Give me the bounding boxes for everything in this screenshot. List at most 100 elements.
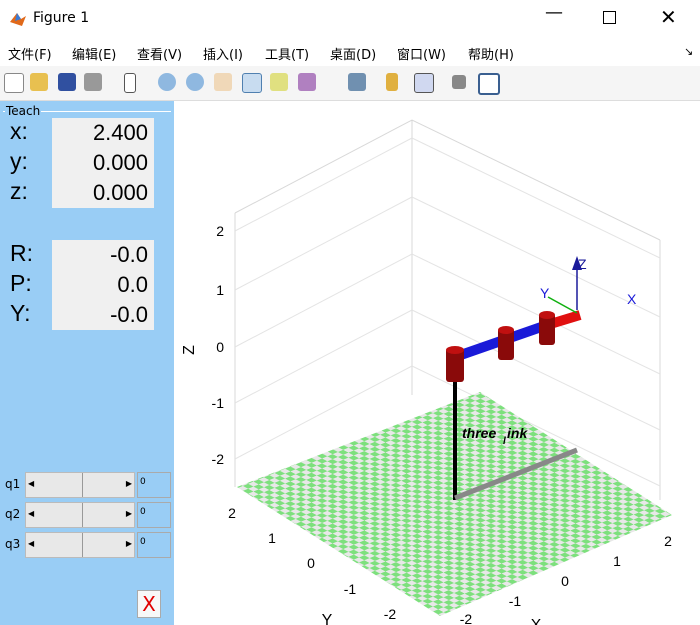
frame-y-label: Y [540,285,550,301]
menu-item[interactable]: 窗口(W) [397,48,446,63]
panel-border [3,111,171,112]
field-value: -0.0 [52,300,154,330]
zoom-in-icon[interactable] [158,73,176,91]
toolbar [0,66,700,101]
new-icon[interactable] [4,73,24,93]
grid-line [411,196,661,318]
joint-slider[interactable]: ◀ ▶ [25,472,135,498]
z-tick-label: 0 [216,339,224,355]
field-value: 0.000 [52,148,154,178]
open-icon[interactable] [30,73,48,91]
legend-icon[interactable] [414,73,434,93]
title-bar: Figure 1 — ✕ [0,0,700,38]
field-label: R: [10,240,33,266]
z-axis-label: Z [181,345,198,355]
save-icon[interactable] [58,73,76,91]
menu-item[interactable]: 桌面(D) [330,48,377,63]
joint-slider[interactable]: ◀ ▶ [25,532,135,558]
menu-item[interactable]: 插入(I) [203,48,243,63]
joint-label: q1 [5,477,21,491]
pan-icon[interactable] [214,73,232,91]
field-value: 0.0 [52,270,154,300]
axes-box [234,119,661,500]
y-tick-label: 2 [228,505,236,521]
robot-name-subscript: l [503,436,506,447]
joint-slider[interactable]: ◀ ▶ [25,502,135,528]
slider-left[interactable]: ◀ [28,509,35,518]
frame-z-label: Z [578,256,587,272]
slider-thumb[interactable] [82,473,87,497]
y-tick-label: -2 [384,606,397,622]
menu-item[interactable]: 帮助(H) [468,48,514,63]
joint-value[interactable]: 0 [137,532,171,558]
grid-line [234,365,413,460]
slider-left[interactable]: ◀ [28,539,35,548]
link-icon[interactable] [348,73,366,91]
menu-item[interactable]: 工具(T) [265,48,310,63]
field-label: P: [10,270,32,296]
z-tick-label: 1 [216,282,224,298]
y-tick-label: 0 [307,555,315,571]
robot-name-rest: ink [507,425,528,441]
y-axis-label: Y [322,612,333,625]
menu-item[interactable]: 文件(F) [8,48,52,63]
close-button[interactable]: ✕ [660,5,677,29]
field-label: z: [10,178,28,204]
teach-panel: Teach x: 2.400 y: 0.000 z: 0.000 R: -0.0 P: 0.0 Y:… [0,101,174,625]
panel-title: Teach [5,104,42,118]
joint-label: q2 [5,507,21,521]
floor [237,392,672,616]
grid-line [234,309,413,404]
x-tick-label: 0 [561,573,569,589]
show-tools-icon[interactable] [478,73,500,95]
pointer-icon[interactable] [124,73,136,93]
field-label: Y: [10,300,31,326]
robot [446,256,582,501]
brush-icon[interactable] [298,73,316,91]
grid-line [411,309,661,431]
close-teach-button[interactable]: X [137,590,161,618]
x-tick-label: -1 [509,593,522,609]
z-tick-label: 2 [216,223,224,239]
app-icon [10,13,26,26]
grid-line [234,196,413,291]
joint-value[interactable]: 0 [137,472,171,498]
maximize-button[interactable] [603,11,616,24]
datatip-icon[interactable] [270,73,288,91]
menu-item[interactable]: 编辑(E) [72,48,117,63]
x-tick-label: 2 [664,533,672,549]
menu-item[interactable]: 查看(V) [137,48,183,63]
y-tick-label: 1 [268,530,276,546]
slider-left[interactable]: ◀ [28,479,35,488]
z-tick-label: -2 [212,451,225,467]
field-label: y: [10,148,28,174]
window-title: Figure 1 [33,10,90,26]
grid-line [234,137,413,232]
x-axis-label: X [531,617,542,625]
zoom-out-icon[interactable] [186,73,204,91]
slider-right[interactable]: ▶ [125,539,132,548]
menu-bar: 文件(F) 编辑(E) 查看(V) 插入(I) 工具(T) 桌面(D) 窗口(W) 帮助(H) [0,38,700,66]
slider-right[interactable]: ▶ [125,509,132,518]
dock-arrow[interactable]: ↘ [684,45,694,58]
joint-label: q3 [5,537,21,551]
field-label: x: [10,118,28,144]
slider-right[interactable]: ▶ [125,479,132,488]
field-value: 2.400 [52,118,154,148]
print-icon[interactable] [84,73,102,91]
y-tick-label: -1 [344,581,357,597]
slider-thumb[interactable] [82,503,87,527]
field-value: -0.0 [52,240,154,270]
minimize-button[interactable]: — [545,2,563,23]
colorbar-icon[interactable] [386,73,398,91]
joint-value[interactable]: 0 [137,502,171,528]
slider-thumb[interactable] [82,533,87,557]
hide-tools-icon[interactable] [452,75,466,89]
rotate-icon[interactable] [242,73,262,93]
frame-x-label: X [627,291,637,307]
grid-line [411,137,661,259]
z-tick-label: -1 [212,395,225,411]
grid-line [411,253,661,375]
x-tick-label: 1 [613,553,621,569]
